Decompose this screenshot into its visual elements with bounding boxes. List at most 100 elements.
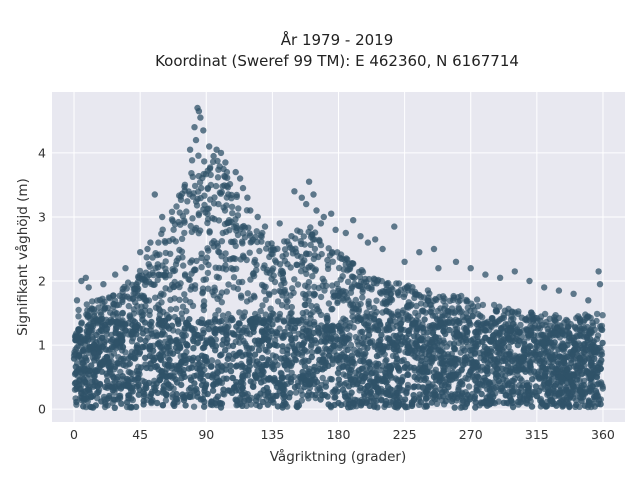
data-point <box>109 317 116 325</box>
data-point <box>438 382 445 389</box>
data-point <box>500 336 507 343</box>
data-point <box>381 288 388 295</box>
data-point <box>592 387 600 395</box>
data-point <box>223 288 230 295</box>
data-point <box>467 337 475 344</box>
data-point <box>394 389 401 397</box>
y-tick-label: 4 <box>38 145 46 160</box>
data-point <box>586 328 593 336</box>
data-point <box>388 310 395 317</box>
data-point <box>176 283 183 291</box>
data-point <box>423 355 430 362</box>
data-point <box>250 383 257 390</box>
data-point <box>542 403 550 410</box>
data-point <box>474 302 482 310</box>
data-point <box>513 326 521 333</box>
data-point <box>194 355 202 362</box>
data-point <box>270 399 277 406</box>
data-point <box>168 216 176 223</box>
data-point <box>207 363 215 370</box>
data-point <box>544 391 551 398</box>
data-point <box>528 327 535 334</box>
data-point <box>501 355 508 362</box>
data-point <box>552 330 560 337</box>
data-point <box>89 378 96 386</box>
data-point <box>338 288 345 296</box>
data-point <box>111 363 119 370</box>
data-point <box>503 399 511 407</box>
data-point <box>271 257 279 264</box>
data-point <box>554 365 562 372</box>
data-point <box>293 261 301 269</box>
data-point <box>264 389 271 397</box>
x-tick-label: 0 <box>70 427 78 442</box>
data-point <box>154 332 161 339</box>
data-point <box>156 292 164 300</box>
data-point <box>374 346 382 353</box>
data-point <box>178 248 186 255</box>
data-point <box>251 259 258 266</box>
data-point <box>170 267 177 275</box>
data-point <box>192 136 200 144</box>
data-point <box>596 281 604 288</box>
data-point <box>176 343 184 351</box>
data-point <box>179 303 187 310</box>
data-point <box>533 314 540 322</box>
data-point <box>508 388 516 395</box>
data-point <box>423 402 430 409</box>
data-point <box>163 379 170 386</box>
data-point <box>567 378 575 385</box>
data-point <box>98 398 105 405</box>
data-point <box>143 254 150 261</box>
data-point <box>153 399 161 407</box>
data-point <box>348 283 356 290</box>
data-point <box>383 299 391 306</box>
data-point <box>91 373 98 380</box>
data-point <box>315 284 322 292</box>
data-point <box>408 399 416 406</box>
data-point <box>207 171 214 179</box>
y-tick-label: 0 <box>38 402 46 417</box>
data-point <box>545 379 553 387</box>
data-point <box>252 372 259 380</box>
data-point <box>357 233 364 240</box>
data-point <box>478 390 485 398</box>
data-point <box>309 236 317 243</box>
data-point <box>85 371 93 378</box>
data-point <box>417 367 425 375</box>
data-point <box>139 294 146 301</box>
data-point <box>451 391 459 398</box>
data-point <box>365 359 372 366</box>
data-point <box>425 383 432 391</box>
data-point <box>294 227 301 234</box>
data-point <box>206 165 214 172</box>
data-point <box>548 363 556 370</box>
data-point <box>309 273 316 280</box>
data-point <box>440 328 447 335</box>
data-point <box>175 365 183 373</box>
data-point <box>211 318 219 325</box>
data-point <box>364 239 372 246</box>
data-point <box>410 320 417 327</box>
data-point <box>155 239 162 246</box>
data-point <box>424 329 431 336</box>
data-point <box>473 296 481 303</box>
data-point <box>305 178 313 185</box>
data-point <box>148 330 155 337</box>
data-point <box>310 371 317 379</box>
data-point <box>342 317 349 324</box>
data-point <box>201 403 208 410</box>
data-point <box>85 321 93 329</box>
data-point <box>558 389 565 397</box>
data-point <box>112 330 119 337</box>
data-point <box>97 362 104 369</box>
data-point <box>598 357 605 364</box>
data-point <box>375 360 382 368</box>
data-point <box>516 337 523 345</box>
data-point <box>255 346 263 354</box>
data-point <box>471 395 478 402</box>
data-point <box>216 249 223 256</box>
data-point <box>552 312 559 319</box>
data-point <box>85 312 92 320</box>
data-point <box>290 289 297 296</box>
